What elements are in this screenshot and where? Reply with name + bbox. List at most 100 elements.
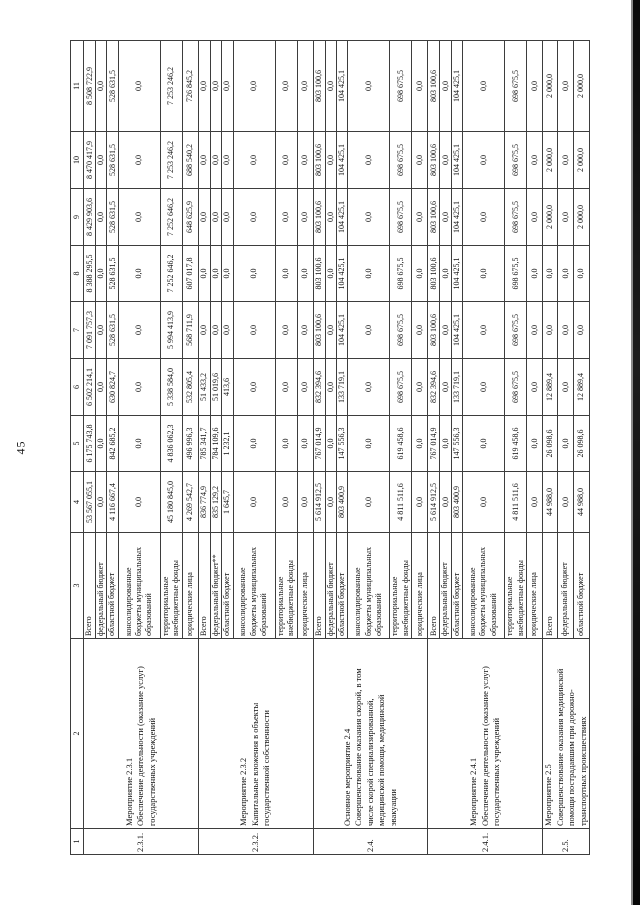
value-cell: 0,0 (325, 188, 337, 246)
value-cell: 0,0 (347, 245, 390, 302)
value-cell: 0,0 (411, 131, 428, 189)
value-cell: 0,0 (275, 415, 298, 472)
value-cell: 0,0 (275, 40, 298, 132)
measure-number-cell: 2.4.1. (427, 828, 543, 855)
value-cell: 8 429 903,6 (83, 188, 96, 246)
value-cell: 0,0 (210, 40, 222, 132)
value-cell: 2 000,0 (573, 188, 590, 246)
funding-source-cell: юридические лица (411, 532, 428, 639)
value-cell: 0,0 (198, 131, 211, 189)
value-cell: 0,0 (347, 188, 390, 246)
value-cell: 803 100,6 (313, 188, 326, 246)
financing-table: 1 2 3 4 5 6 7 8 9 10 11 2.3.1. Мероприятие 2.3.1 Обе… (70, 40, 590, 855)
funding-source-cell: областной бюджет (573, 532, 590, 639)
value-cell: 5 994 413,9 (160, 301, 183, 359)
column-number-cell: 1 (70, 828, 84, 855)
value-cell: 0,0 (297, 471, 314, 533)
value-cell: 836 774,9 (198, 471, 211, 533)
column-number-cell: 10 (70, 131, 84, 189)
value-cell: 7 091 757,3 (83, 301, 96, 359)
value-cell: 832 394,6 (427, 358, 440, 416)
funding-source-cell: консолидированные бюджеты муниципальных … (347, 532, 390, 639)
value-cell: 0,0 (557, 301, 574, 359)
table-row: 2.4.1. Мероприятие 2.4.1 Обеспечение деят… (427, 40, 543, 855)
value-cell: 0,0 (557, 188, 574, 246)
value-cell: 104 425,1 (336, 40, 348, 132)
column-number-cell: 5 (70, 415, 84, 472)
value-cell: 0,0 (462, 245, 505, 302)
value-cell: 0,0 (95, 471, 107, 533)
measure-number-cell: 2.5. (542, 828, 590, 855)
value-cell: 5 614 912,5 (427, 471, 440, 533)
value-cell: 803 100,6 (313, 245, 326, 302)
value-cell: 2 000,0 (542, 131, 558, 189)
measure-name-cell: Мероприятие 2.3.1 Обеспечение деятельнос… (83, 638, 199, 829)
value-cell: 0,0 (325, 301, 337, 359)
measure-number-cell: 2.3.2. (198, 828, 314, 855)
value-cell: 0,0 (95, 188, 107, 246)
funding-source-cell: областной бюджет (336, 532, 348, 639)
value-cell: 147 556,3 (336, 415, 348, 472)
measure-name-cell: Мероприятие 2.4.1 Обеспечение деятельнос… (427, 638, 543, 829)
value-cell: 0,0 (233, 471, 276, 533)
value-cell: 0,0 (233, 358, 276, 416)
funding-source-cell: юридические лица (526, 532, 543, 639)
value-cell: 0,0 (526, 131, 543, 189)
value-cell: 698 675,5 (504, 188, 527, 246)
value-cell: 803 100,6 (427, 40, 440, 132)
value-cell: 133 719,1 (336, 358, 348, 416)
value-cell: 0,0 (198, 301, 211, 359)
value-cell: 0,0 (118, 471, 161, 533)
value-cell: 528 631,5 (106, 301, 119, 359)
value-cell: 698 675,5 (389, 40, 412, 132)
value-cell: 2 000,0 (542, 40, 558, 132)
value-cell: 0,0 (542, 245, 558, 302)
value-cell: 0,0 (275, 131, 298, 189)
value-cell: 0,0 (297, 245, 314, 302)
funding-source-cell: Всего (83, 532, 96, 639)
value-cell: 698 675,5 (504, 245, 527, 302)
value-cell: 619 458,6 (504, 415, 527, 472)
value-cell: 0,0 (118, 188, 161, 246)
value-cell: 0,0 (233, 415, 276, 472)
value-cell: 0,0 (411, 415, 428, 472)
column-number-cell: 2 (70, 638, 84, 829)
value-cell: 51 433,2 (198, 358, 211, 416)
value-cell: 767 014,9 (427, 415, 440, 472)
value-cell: 0,0 (557, 471, 574, 533)
value-cell: 0,0 (325, 415, 337, 472)
column-number-row: 1 2 3 4 5 6 7 8 9 10 11 (70, 40, 84, 855)
value-cell: 0,0 (233, 301, 276, 359)
value-cell: 0,0 (95, 245, 107, 302)
value-cell: 0,0 (233, 131, 276, 189)
value-cell: 803 400,9 (336, 471, 348, 533)
scan-edge-artifact (633, 0, 640, 905)
value-cell: 0,0 (118, 415, 161, 472)
value-cell: 4 811 511,6 (504, 471, 527, 533)
value-cell: 630 824,7 (106, 358, 119, 416)
value-cell: 0,0 (118, 40, 161, 132)
value-cell: 0,0 (411, 245, 428, 302)
value-cell: 0,0 (347, 131, 390, 189)
value-cell: 7 252 646,2 (160, 245, 183, 302)
value-cell: 2 000,0 (573, 131, 590, 189)
value-cell: 0,0 (439, 40, 452, 132)
funding-source-cell: юридические лица (182, 532, 199, 639)
value-cell: 0,0 (439, 471, 452, 533)
funding-source-cell: Всего (313, 532, 326, 639)
value-cell: 0,0 (297, 40, 314, 132)
value-cell: 12 889,4 (573, 358, 590, 416)
value-cell: 0,0 (462, 358, 505, 416)
column-number-cell: 4 (70, 471, 84, 533)
value-cell: 0,0 (275, 245, 298, 302)
value-cell: 2 000,0 (573, 40, 590, 132)
value-cell: 803 100,6 (427, 245, 440, 302)
value-cell: 6 502 214,1 (83, 358, 96, 416)
value-cell: 0,0 (221, 131, 234, 189)
value-cell: 0,0 (198, 245, 211, 302)
value-cell: 8 388 295,5 (83, 245, 96, 302)
value-cell: 0,0 (526, 245, 543, 302)
measure-name-cell: Мероприятие 2.3.2 Капитальные вложения в… (198, 638, 314, 829)
table-row: 2.5. Мероприятие 2.5 Совершенствование ок… (542, 40, 590, 855)
value-cell: 0,0 (439, 415, 452, 472)
